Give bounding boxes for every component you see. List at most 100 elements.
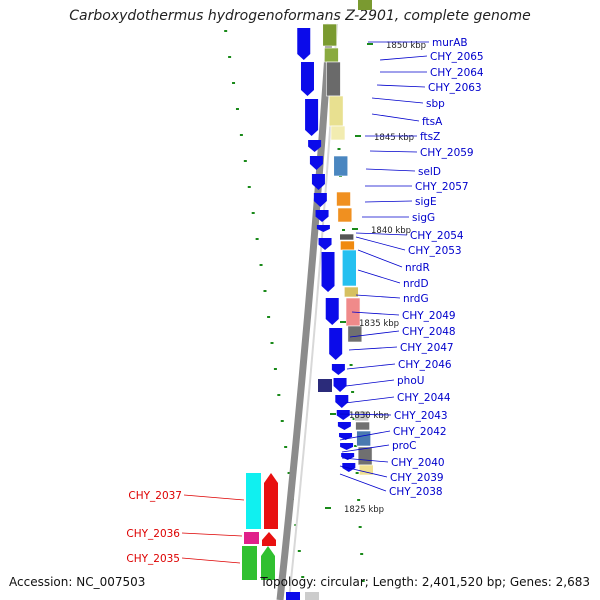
forward-gene-arrow: [308, 140, 322, 152]
kbp-tick: [340, 321, 346, 323]
accession-text: Accession: NC_007503: [9, 575, 146, 589]
guide-dot: [232, 82, 236, 84]
gene-label-sigE: sigE: [415, 196, 437, 208]
gene-label-sbp: sbp: [426, 98, 445, 110]
forward-gene-arrow: [333, 378, 347, 392]
reverse-gene-block: [328, 95, 344, 127]
gene-label-CHY_2046: CHY_2046: [398, 359, 452, 371]
leader-line: [355, 236, 406, 251]
reverse-gene-block: [333, 155, 349, 177]
leader-line: [371, 97, 424, 104]
reverse-gene-block: [326, 61, 341, 97]
leader-line: [357, 249, 403, 268]
leader-line: [357, 269, 401, 284]
reverse-gene-block: [355, 421, 370, 431]
reverse-gene-block: [342, 249, 357, 287]
kbp-tick: [367, 43, 373, 45]
guide-dot: [255, 238, 259, 240]
gene-label-CHY_2059: CHY_2059: [420, 147, 474, 159]
leader-line: [369, 150, 418, 153]
guide-dot: [342, 229, 346, 231]
kbp-label: 1830 kbp: [349, 411, 389, 421]
leader-line: [364, 200, 413, 203]
guide-dot: [270, 342, 274, 344]
reverse-gene-block: [347, 325, 363, 343]
gene-red-arrow: [262, 532, 276, 546]
reverse-gene-block: [337, 207, 353, 223]
gene-label-CHY_2048: CHY_2048: [402, 326, 456, 338]
guide-dot: [352, 418, 356, 420]
guide-dot: [337, 148, 341, 150]
gene-label-CHY_2047: CHY_2047: [400, 342, 454, 354]
reverse-gene-block: [330, 125, 346, 141]
kbp-scale: 1850 kbp 1845 kbp 1840 kbp 1835 kbp 1830 kbp…: [325, 41, 426, 515]
guide-dot: [301, 576, 305, 578]
guide-dot: [259, 264, 263, 266]
guide-dot: [251, 212, 255, 214]
gene-label-CHY_2043: CHY_2043: [394, 410, 448, 422]
guide-dot: [284, 446, 288, 448]
leader-line: [346, 363, 396, 370]
guide-dot: [280, 420, 284, 422]
guide-dot: [247, 186, 251, 188]
forward-gene-arrow: [325, 298, 339, 325]
guide-dot: [263, 290, 267, 292]
leader-line: [371, 113, 420, 122]
gene-CHY_2035: [242, 546, 257, 580]
reverse-gene-block: [305, 592, 319, 600]
guide-dot: [360, 553, 364, 555]
guide-dot: [358, 526, 362, 528]
forward-gene-arrow: [331, 364, 345, 375]
gene-label-CHY_2038: CHY_2038: [389, 486, 443, 498]
reverse-gene-block: [324, 47, 339, 63]
gene-label-CHY_2037: CHY_2037: [128, 490, 182, 502]
forward-gene-arrow: [336, 410, 350, 420]
reverse-gene-block: [339, 233, 355, 241]
gene-green-arrow: [261, 546, 275, 580]
topology-text: Topology: circular; Length: 2,401,520 bp…: [260, 575, 590, 589]
forward-gene-arrow: [329, 328, 343, 360]
guide-dot: [228, 56, 232, 58]
gene-label-sigG: sigG: [412, 212, 435, 224]
reverse-gene-block: [358, 0, 372, 10]
gene-label-CHY_2053: CHY_2053: [408, 245, 462, 257]
gene-label-CHY_2064: CHY_2064: [430, 67, 484, 79]
kbp-tick: [330, 413, 336, 415]
kbp-tick: [355, 135, 361, 137]
leader-line: [344, 396, 395, 404]
kbp-tick: [325, 507, 331, 509]
left-guide-dots: [224, 30, 305, 578]
guide-dot: [235, 108, 239, 110]
guide-dot: [273, 368, 277, 370]
gene-label-CHY_2057: CHY_2057: [415, 181, 469, 193]
leader-line: [181, 532, 243, 537]
gene-label-ftsZ: ftsZ: [420, 131, 440, 143]
leader-line: [183, 494, 245, 501]
reverse-gene-block: [322, 23, 338, 47]
forward-gene-arrow: [297, 28, 311, 60]
genome-title: Carboxydothermus hydrogenoformans Z-2901…: [69, 8, 531, 24]
reverse-gene-block: [354, 410, 370, 422]
guide-dot: [239, 134, 243, 136]
gene-label-CHY_2040: CHY_2040: [391, 457, 445, 469]
gene-label-CHY_2036: CHY_2036: [126, 528, 180, 540]
leader-line: [181, 557, 241, 564]
gene-label-CHY_2049: CHY_2049: [402, 310, 456, 322]
gene-label-CHY_2039: CHY_2039: [390, 472, 444, 484]
leader-line: [341, 457, 389, 463]
gene-red-arrow: [264, 473, 278, 529]
guide-dot: [243, 160, 247, 162]
reverse-gene-block: [336, 191, 351, 207]
leader-line: [351, 311, 400, 316]
forward-gene-arrow: [311, 174, 325, 190]
leader-line: [339, 465, 388, 478]
guide-dot: [277, 394, 281, 396]
reverse-gene-block: [340, 240, 355, 251]
gene-label-CHY_2063: CHY_2063: [428, 82, 482, 94]
gene-label-CHY_2035: CHY_2035: [126, 553, 180, 565]
leader-line: [341, 444, 390, 453]
forward-gene-arrow: [321, 252, 335, 292]
forward-gene-arrow: [305, 99, 319, 136]
